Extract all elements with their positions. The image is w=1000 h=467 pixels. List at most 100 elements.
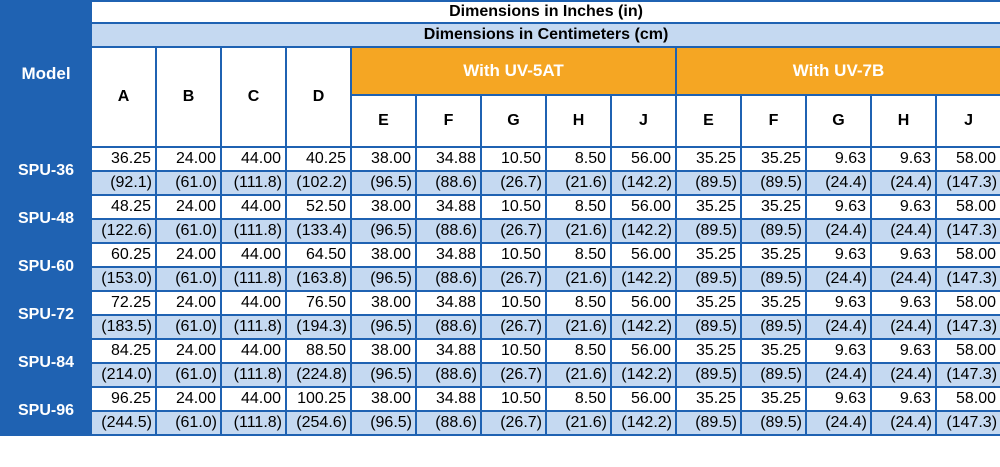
value-centimeters: (142.2) <box>610 266 677 292</box>
value-inches: 72.25 <box>90 290 157 316</box>
value-centimeters: (24.4) <box>870 218 937 244</box>
model-name: SPU-36 <box>0 146 92 196</box>
value-inches: 24.00 <box>155 386 222 412</box>
value-inches: 9.63 <box>805 194 872 220</box>
value-inches: 35.25 <box>740 290 807 316</box>
value-centimeters: (96.5) <box>350 218 417 244</box>
value-inches: 35.25 <box>675 194 742 220</box>
value-inches: 10.50 <box>480 290 547 316</box>
value-inches: 38.00 <box>350 146 417 172</box>
value-inches: 40.25 <box>285 146 352 172</box>
value-centimeters: (92.1) <box>90 170 157 196</box>
value-inches: 9.63 <box>870 242 937 268</box>
value-inches: 35.25 <box>675 242 742 268</box>
value-inches: 9.63 <box>805 338 872 364</box>
value-centimeters: (96.5) <box>350 266 417 292</box>
value-centimeters: (111.8) <box>220 218 287 244</box>
value-centimeters: (26.7) <box>480 362 547 388</box>
value-inches: 9.63 <box>805 386 872 412</box>
value-centimeters: (26.7) <box>480 218 547 244</box>
value-inches: 8.50 <box>545 338 612 364</box>
value-inches: 35.25 <box>740 146 807 172</box>
value-centimeters: (111.8) <box>220 314 287 340</box>
table-row-inches: SPU-48 48.25 24.00 44.00 52.50 38.00 34.88 10.5… <box>0 194 1000 244</box>
value-centimeters: (111.8) <box>220 410 287 436</box>
value-centimeters: (21.6) <box>545 170 612 196</box>
value-inches: 24.00 <box>155 146 222 172</box>
table-row-inches: SPU-72 72.25 24.00 44.00 76.50 38.00 34.88 10.5… <box>0 290 1000 340</box>
value-inches: 8.50 <box>545 242 612 268</box>
model-name: SPU-96 <box>0 386 92 436</box>
value-inches: 52.50 <box>285 194 352 220</box>
value-inches: 88.50 <box>285 338 352 364</box>
value-centimeters: (24.4) <box>870 314 937 340</box>
column-header-uv7b-e: E <box>675 94 742 148</box>
value-centimeters: (214.0) <box>90 362 157 388</box>
value-inches: 8.50 <box>545 194 612 220</box>
table-row-inches: SPU-36 36.25 24.00 44.00 40.25 38.00 34.88 10.5… <box>0 146 1000 196</box>
value-inches: 38.00 <box>350 386 417 412</box>
value-centimeters: (153.0) <box>90 266 157 292</box>
column-header-c: C <box>220 46 287 148</box>
value-centimeters: (147.3) <box>934 314 1000 340</box>
title-centimeters: Dimensions in Centimeters (cm) <box>89 22 1000 48</box>
value-inches: 96.25 <box>90 386 157 412</box>
value-inches: 35.25 <box>675 338 742 364</box>
value-inches: 34.88 <box>415 146 482 172</box>
value-inches: 56.00 <box>610 146 677 172</box>
table-row-inches: SPU-84 84.25 24.00 44.00 88.50 38.00 34.88 10.5… <box>0 338 1000 388</box>
value-centimeters: (24.4) <box>805 266 872 292</box>
value-centimeters: (183.5) <box>90 314 157 340</box>
value-inches: 58.00 <box>934 242 1000 268</box>
value-centimeters: (61.0) <box>155 170 222 196</box>
model-name: SPU-48 <box>0 194 92 244</box>
value-inches: 8.50 <box>545 386 612 412</box>
value-centimeters: (147.3) <box>934 362 1000 388</box>
value-centimeters: (89.5) <box>675 218 742 244</box>
value-inches: 24.00 <box>155 338 222 364</box>
value-inches: 34.88 <box>415 338 482 364</box>
value-inches: 58.00 <box>934 386 1000 412</box>
value-inches: 38.00 <box>350 194 417 220</box>
value-centimeters: (89.5) <box>675 314 742 340</box>
value-centimeters: (142.2) <box>610 170 677 196</box>
value-centimeters: (88.6) <box>415 362 482 388</box>
value-inches: 44.00 <box>220 146 287 172</box>
value-centimeters: (89.5) <box>740 266 807 292</box>
column-header-uv5at-e: E <box>350 94 417 148</box>
value-inches: 9.63 <box>870 194 937 220</box>
column-header-uv7b-f: F <box>740 94 807 148</box>
value-inches: 44.00 <box>220 194 287 220</box>
column-header-uv7b-g: G <box>805 94 872 148</box>
value-centimeters: (254.6) <box>285 410 352 436</box>
value-centimeters: (194.3) <box>285 314 352 340</box>
value-inches: 38.00 <box>350 338 417 364</box>
value-inches: 58.00 <box>934 194 1000 220</box>
value-inches: 35.25 <box>675 290 742 316</box>
value-centimeters: (24.4) <box>870 170 937 196</box>
value-centimeters: (96.5) <box>350 410 417 436</box>
value-centimeters: (244.5) <box>90 410 157 436</box>
value-centimeters: (89.5) <box>740 410 807 436</box>
title-inches: Dimensions in Inches (in) <box>89 0 1000 24</box>
value-inches: 24.00 <box>155 194 222 220</box>
value-centimeters: (111.8) <box>220 362 287 388</box>
value-centimeters: (142.2) <box>610 314 677 340</box>
value-inches: 34.88 <box>415 290 482 316</box>
value-centimeters: (24.4) <box>805 314 872 340</box>
value-inches: 24.00 <box>155 290 222 316</box>
value-centimeters: (24.4) <box>805 362 872 388</box>
dimensions-table: Model Dimensions in Inches (in) Dimensio… <box>0 0 1000 436</box>
value-inches: 10.50 <box>480 386 547 412</box>
value-centimeters: (89.5) <box>675 266 742 292</box>
value-centimeters: (88.6) <box>415 266 482 292</box>
value-centimeters: (24.4) <box>805 218 872 244</box>
value-inches: 60.25 <box>90 242 157 268</box>
value-centimeters: (21.6) <box>545 266 612 292</box>
column-header-uv5at-j: J <box>610 94 677 148</box>
value-inches: 8.50 <box>545 290 612 316</box>
value-inches: 10.50 <box>480 338 547 364</box>
value-centimeters: (61.0) <box>155 218 222 244</box>
column-header-uv7b-h: H <box>870 94 937 148</box>
value-inches: 44.00 <box>220 242 287 268</box>
